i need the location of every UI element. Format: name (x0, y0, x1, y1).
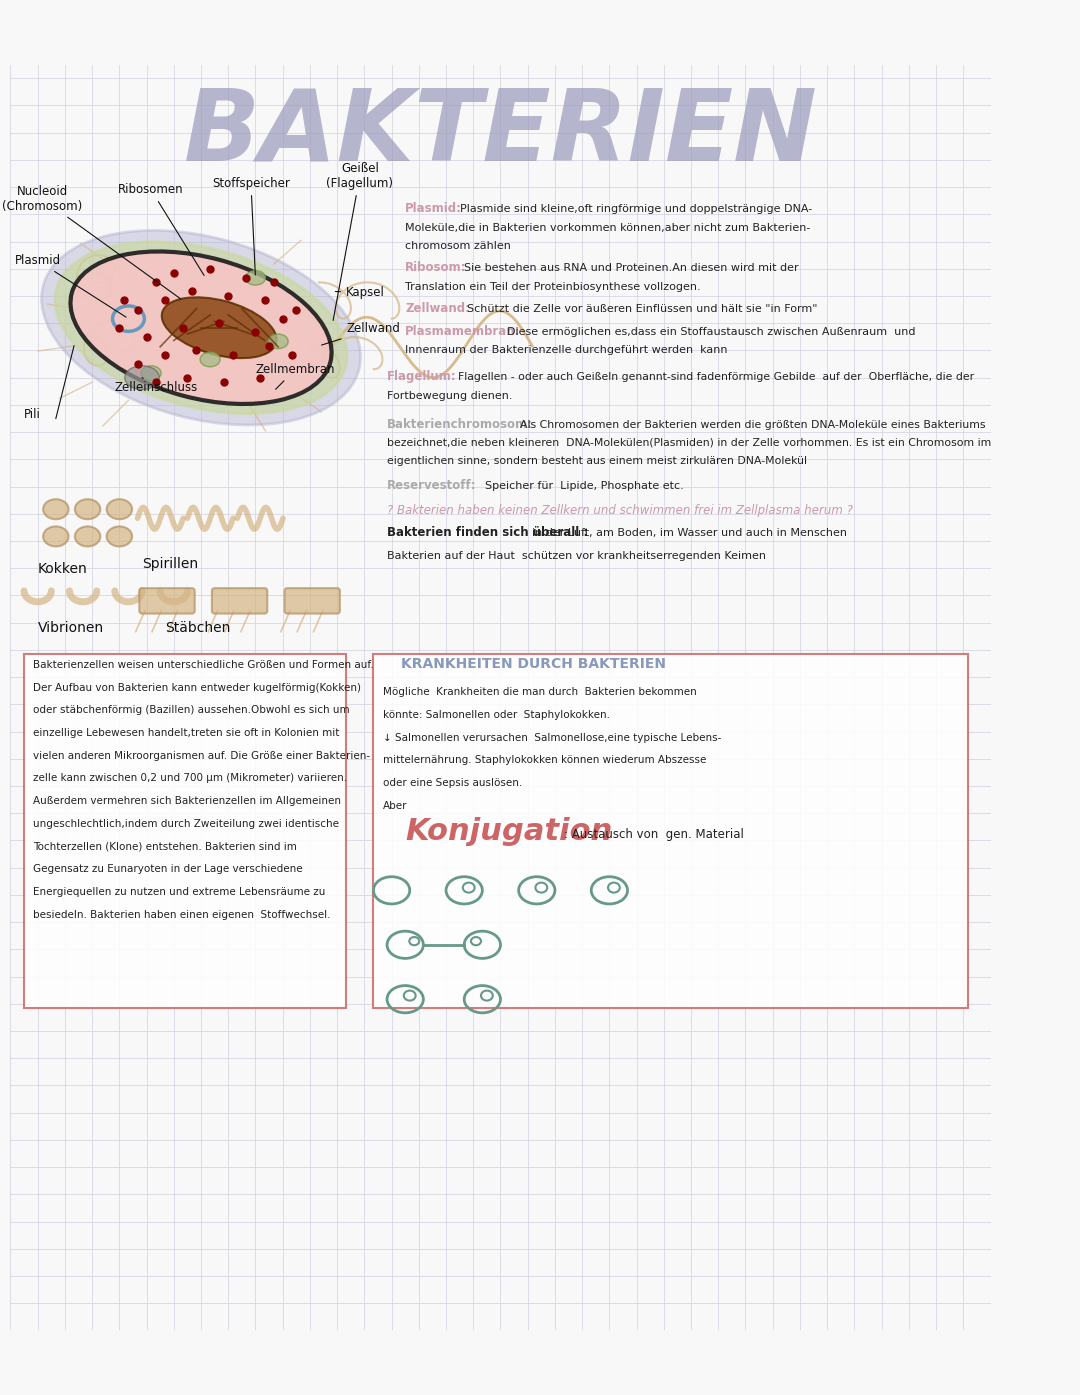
Text: ↓ Salmonellen verursachen  Salmonellose,eine typische Lebens-: ↓ Salmonellen verursachen Salmonellose,e… (382, 732, 720, 742)
Ellipse shape (141, 365, 161, 381)
Ellipse shape (268, 333, 288, 349)
Text: vielen anderen Mikroorganismen auf. Die Größe einer Bakterien-: vielen anderen Mikroorganismen auf. Die … (33, 751, 370, 760)
Ellipse shape (125, 365, 159, 389)
Ellipse shape (200, 352, 220, 367)
Text: Als Chromosomen der Bakterien werden die größten DNA-Moleküle eines Bakteriums: Als Chromosomen der Bakterien werden die… (521, 420, 986, 430)
Text: zelle kann zwischen 0,2 und 700 μm (Mikrometer) variieren.: zelle kann zwischen 0,2 und 700 μm (Mikr… (33, 773, 348, 784)
Text: Aber: Aber (382, 801, 407, 810)
Text: Flagellen - oder auch Geißeln genannt-sind fadenförmige Gebilde  auf der  Oberfl: Flagellen - oder auch Geißeln genannt-si… (458, 372, 974, 382)
Text: Plasmide sind kleine,oft ringförmige und doppelsträngige DNA-: Plasmide sind kleine,oft ringförmige und… (460, 205, 812, 215)
FancyBboxPatch shape (139, 589, 194, 614)
FancyBboxPatch shape (212, 589, 267, 614)
Ellipse shape (107, 499, 132, 519)
Text: Reservestoff:: Reservestoff: (387, 480, 476, 492)
Text: Sie bestehen aus RNA und Proteinen.An diesen wird mit der: Sie bestehen aus RNA und Proteinen.An di… (464, 264, 799, 273)
Ellipse shape (55, 241, 347, 414)
Text: Energiequellen zu nutzen und extreme Lebensräume zu: Energiequellen zu nutzen und extreme Leb… (33, 887, 325, 897)
Text: Plasmid: Plasmid (15, 254, 126, 317)
Text: Plasmamembran:: Plasmamembran: (405, 325, 521, 338)
Text: Zelleinschluss: Zelleinschluss (114, 378, 198, 395)
Text: Diese ermöglichen es,dass ein Stoffaustausch zwischen Außenraum  und: Diese ermöglichen es,dass ein Stoffausta… (507, 326, 916, 338)
Text: könnte: Salmonellen oder  Staphylokokken.: könnte: Salmonellen oder Staphylokokken. (382, 710, 609, 720)
Ellipse shape (75, 499, 100, 519)
Text: Translation ein Teil der Proteinbiosynthese vollzogen.: Translation ein Teil der Proteinbiosynth… (405, 282, 701, 292)
Text: Mögliche  Krankheiten die man durch  Bakterien bekommen: Mögliche Krankheiten die man durch Bakte… (382, 688, 697, 698)
Text: Geißel
(Flagellum): Geißel (Flagellum) (326, 162, 393, 321)
Ellipse shape (75, 526, 100, 547)
Text: Bakterienzellen weisen unterschiedliche Größen und Formen auf.: Bakterienzellen weisen unterschiedliche … (33, 660, 374, 670)
Text: Flagellum:: Flagellum: (387, 370, 457, 384)
FancyBboxPatch shape (24, 654, 347, 1009)
Text: Vibrionen: Vibrionen (38, 621, 104, 635)
Text: eigentlichen sinne, sondern besteht aus einem meist zirkulären DNA-Molekül: eigentlichen sinne, sondern besteht aus … (387, 456, 807, 466)
Text: in der Luft, am Boden, im Wasser und auch in Menschen: in der Luft, am Boden, im Wasser und auc… (532, 529, 847, 538)
Text: ? Bakterien haben keinen Zellkern und schwimmen frei im Zellplasma herum ?: ? Bakterien haben keinen Zellkern und sc… (387, 504, 853, 516)
Text: Fortbewegung dienen.: Fortbewegung dienen. (387, 391, 513, 400)
Text: Pili: Pili (24, 409, 41, 421)
Text: Außerdem vermehren sich Bakterienzellen im Allgemeinen: Außerdem vermehren sich Bakterienzellen … (33, 797, 341, 806)
Text: ungeschlechtlich,indem durch Zweiteilung zwei identische: ungeschlechtlich,indem durch Zweiteilung… (33, 819, 339, 829)
Ellipse shape (41, 230, 361, 425)
Text: Stoffspeicher: Stoffspeicher (212, 177, 289, 275)
Text: Bakterien auf der Haut  schützen vor krankheitserregenden Keimen: Bakterien auf der Haut schützen vor kran… (387, 551, 766, 561)
Text: BAKTERIEN: BAKTERIEN (184, 84, 818, 181)
Text: mittelernährung. Staphylokokken können wiederum Abszesse: mittelernährung. Staphylokokken können w… (382, 755, 706, 766)
Text: einzellige Lebewesen handelt,treten sie oft in Kolonien mit: einzellige Lebewesen handelt,treten sie … (33, 728, 339, 738)
Text: besiedeln. Bakterien haben einen eigenen  Stoffwechsel.: besiedeln. Bakterien haben einen eigenen… (33, 910, 330, 919)
Text: Kapsel: Kapsel (336, 286, 386, 299)
Text: Bakterienchromosom:: Bakterienchromosom: (387, 417, 534, 431)
Text: Stäbchen: Stäbchen (165, 621, 230, 635)
Text: Tochterzellen (Klone) entstehen. Bakterien sind im: Tochterzellen (Klone) entstehen. Bakteri… (33, 841, 297, 851)
Text: oder eine Sepsis auslösen.: oder eine Sepsis auslösen. (382, 778, 522, 788)
FancyBboxPatch shape (374, 654, 968, 1009)
Text: Gegensatz zu Eunaryoten in der Lage verschiedene: Gegensatz zu Eunaryoten in der Lage vers… (33, 864, 302, 875)
Ellipse shape (162, 297, 276, 359)
Text: : Austausch von  gen. Material: : Austausch von gen. Material (564, 827, 744, 841)
Text: Nucleoid
(Chromosom): Nucleoid (Chromosom) (2, 184, 180, 299)
Ellipse shape (107, 526, 132, 547)
Ellipse shape (43, 526, 68, 547)
Text: Bakterien finden sich überall :: Bakterien finden sich überall : (387, 526, 589, 540)
FancyBboxPatch shape (284, 589, 340, 614)
Text: Der Aufbau von Bakterien kann entweder kugelförmig(Kokken): Der Aufbau von Bakterien kann entweder k… (33, 682, 361, 693)
Text: Konjugation: Konjugation (405, 817, 612, 847)
Ellipse shape (43, 499, 68, 519)
Text: Speicher für  Lipide, Phosphate etc.: Speicher für Lipide, Phosphate etc. (485, 481, 684, 491)
Text: Zellwand: Zellwand (322, 322, 400, 345)
Text: Spirillen: Spirillen (143, 557, 198, 571)
Text: Kokken: Kokken (38, 562, 87, 576)
Text: Moleküle,die in Bakterien vorkommen können,aber nicht zum Bakterien-: Moleküle,die in Bakterien vorkommen könn… (405, 223, 811, 233)
Text: KRANKHEITEN DURCH BAKTERIEN: KRANKHEITEN DURCH BAKTERIEN (401, 657, 665, 671)
Text: Innenraum der Bakterienzelle durchgeführt werden  kann: Innenraum der Bakterienzelle durchgeführ… (405, 345, 728, 356)
Text: Ribosom:: Ribosom: (405, 261, 467, 275)
Text: Schützt die Zelle vor äußeren Einflüssen und hält sie "in Form": Schützt die Zelle vor äußeren Einflüssen… (467, 304, 818, 314)
Text: Zellwand:: Zellwand: (405, 303, 470, 315)
Ellipse shape (245, 271, 266, 285)
Ellipse shape (70, 251, 332, 405)
Text: Zellmembran: Zellmembran (256, 363, 335, 389)
Text: Plasmid:: Plasmid: (405, 202, 462, 215)
Text: Ribosomen: Ribosomen (119, 183, 204, 275)
Text: chromosom zählen: chromosom zählen (405, 241, 511, 251)
Text: oder stäbchenförmig (Bazillen) aussehen.Obwohl es sich um: oder stäbchenförmig (Bazillen) aussehen.… (33, 706, 350, 716)
Text: bezeichnet,die neben kleineren  DNA-Molekülen(Plasmiden) in der Zelle vorhommen.: bezeichnet,die neben kleineren DNA-Molek… (387, 438, 991, 448)
